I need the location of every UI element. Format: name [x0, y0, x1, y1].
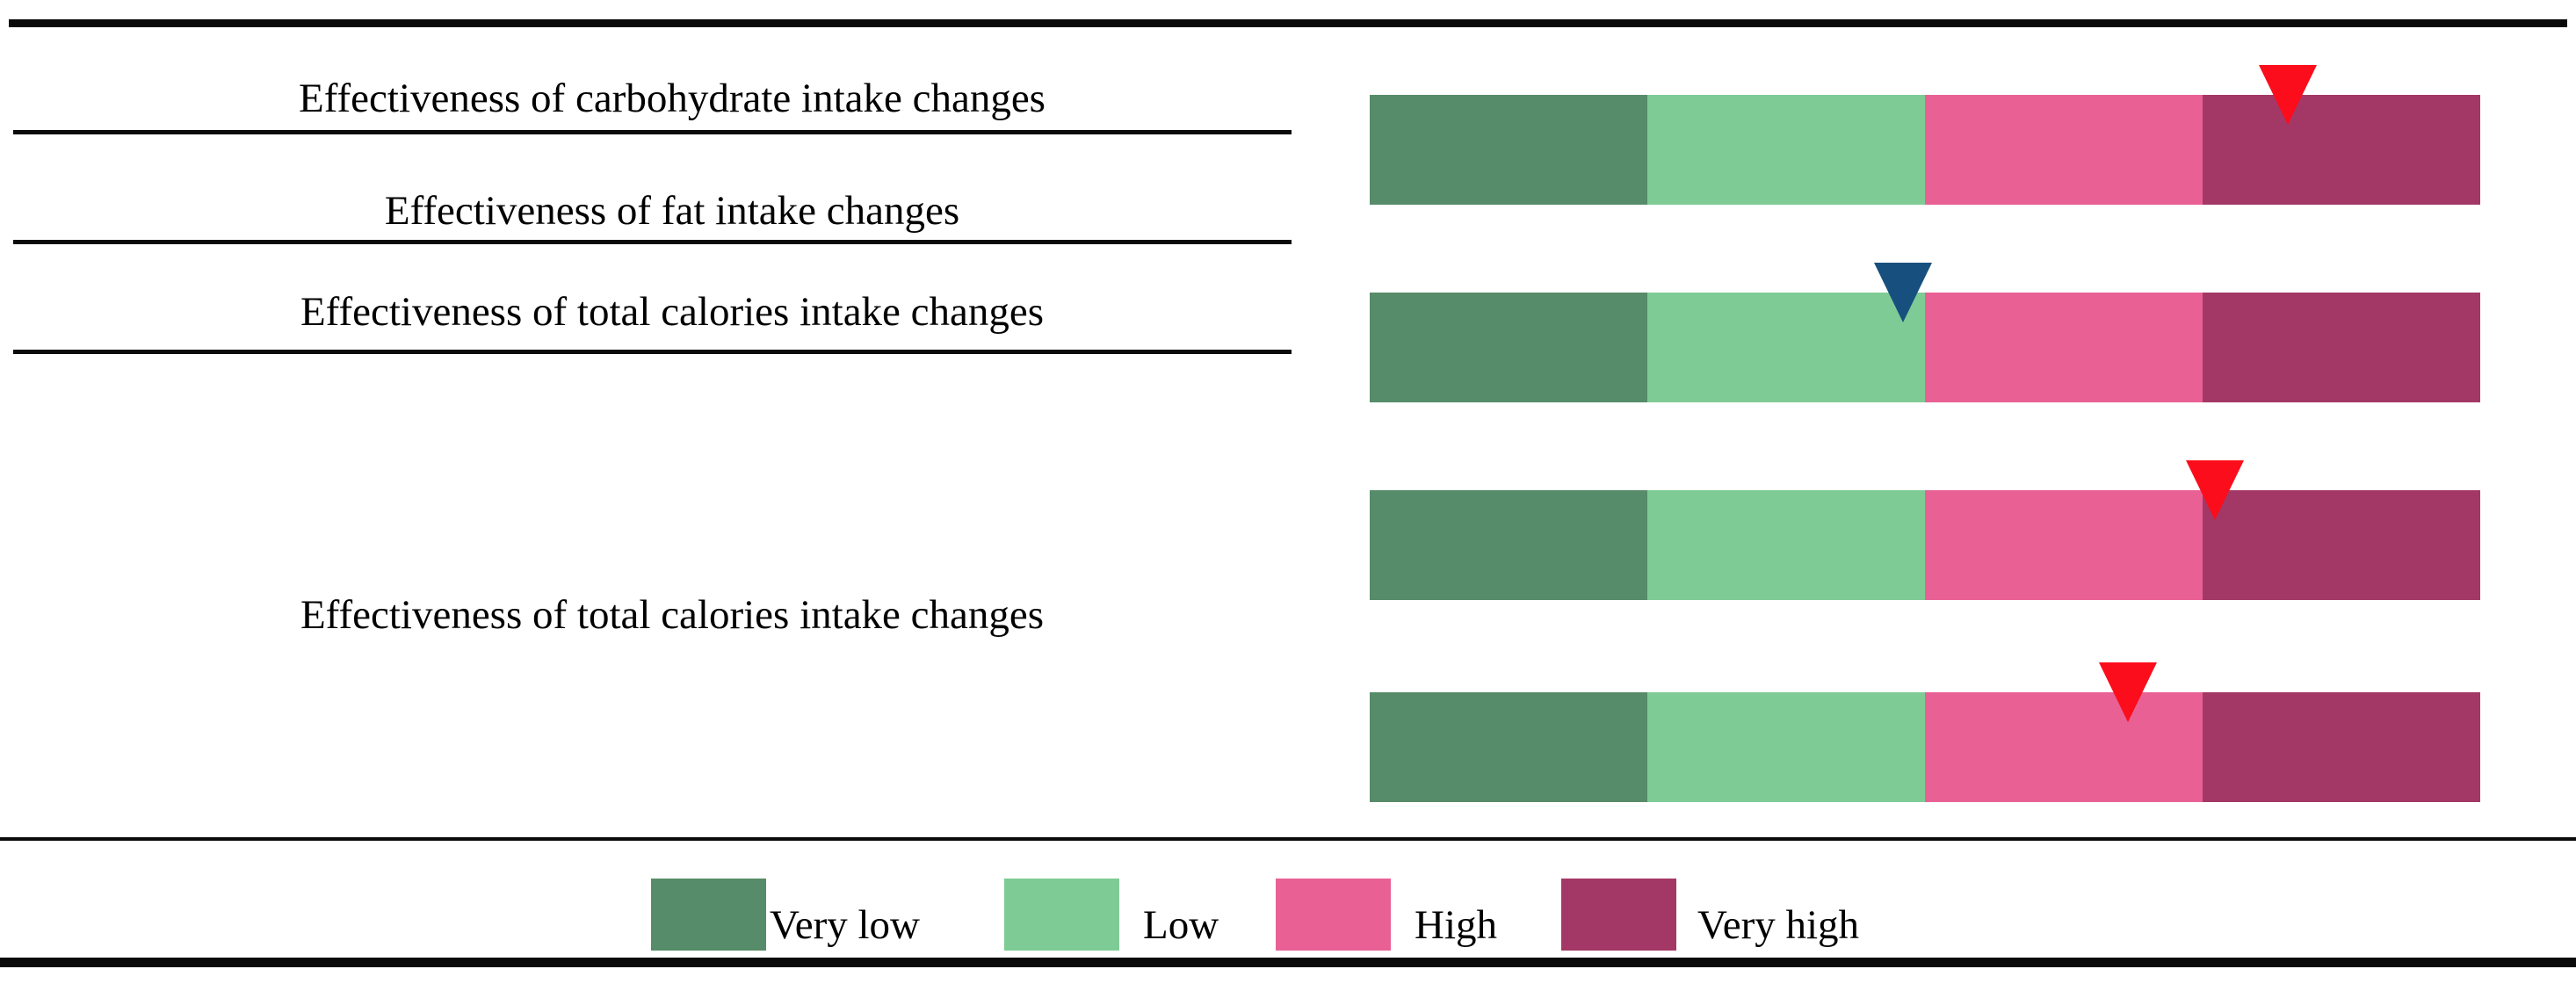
red-triangle-marker-icon	[2099, 662, 2158, 722]
legend-label-high: High	[1415, 902, 1497, 948]
segment-very-high	[2203, 95, 2480, 205]
row-rule-1	[13, 130, 1292, 134]
legend-label-very-high: Very high	[1697, 902, 1860, 948]
segment-high	[1925, 293, 2203, 402]
scale-bar-1	[1370, 65, 2480, 205]
legend-swatch-low	[1004, 879, 1119, 951]
row-rule-2	[13, 240, 1292, 244]
legend-label-low: Low	[1143, 902, 1219, 948]
segment-very-high	[2203, 293, 2480, 402]
segment-high	[1925, 95, 2203, 205]
segment-low	[1647, 692, 1925, 802]
segment-very-high	[2203, 490, 2480, 600]
scale-bar-3	[1370, 460, 2480, 600]
red-triangle-marker-icon	[2259, 65, 2318, 125]
legend-top-rule	[0, 837, 2576, 841]
segment-very-low	[1370, 293, 1647, 402]
blue-triangle-marker-icon	[1873, 263, 1932, 322]
row-rule-3	[13, 350, 1292, 354]
segment-very-high	[2203, 692, 2480, 802]
segment-low	[1647, 490, 1925, 600]
legend-label-very-low: Very low	[770, 902, 920, 948]
segment-very-low	[1370, 95, 1647, 205]
scale-bar-2	[1370, 263, 2480, 402]
top-rule	[9, 19, 2567, 27]
legend-swatch-very-high	[1561, 879, 1676, 951]
scale-bar-4	[1370, 662, 2480, 802]
row-label-fat: Effectiveness of fat intake changes	[384, 188, 960, 234]
legend-swatch-high	[1276, 879, 1391, 951]
segment-high	[1925, 692, 2203, 802]
segment-low	[1647, 95, 1925, 205]
row-label-carbohydrate: Effectiveness of carbohydrate intake cha…	[299, 76, 1046, 121]
segment-very-low	[1370, 692, 1647, 802]
row-label-total-calories-2: Effectiveness of total calories intake c…	[300, 592, 1045, 638]
segment-very-low	[1370, 490, 1647, 600]
row-label-total-calories: Effectiveness of total calories intake c…	[300, 289, 1045, 335]
segment-high	[1925, 490, 2203, 600]
bottom-rule	[0, 958, 2576, 967]
red-triangle-marker-icon	[2185, 460, 2244, 520]
legend-swatch-very-low	[651, 879, 766, 951]
